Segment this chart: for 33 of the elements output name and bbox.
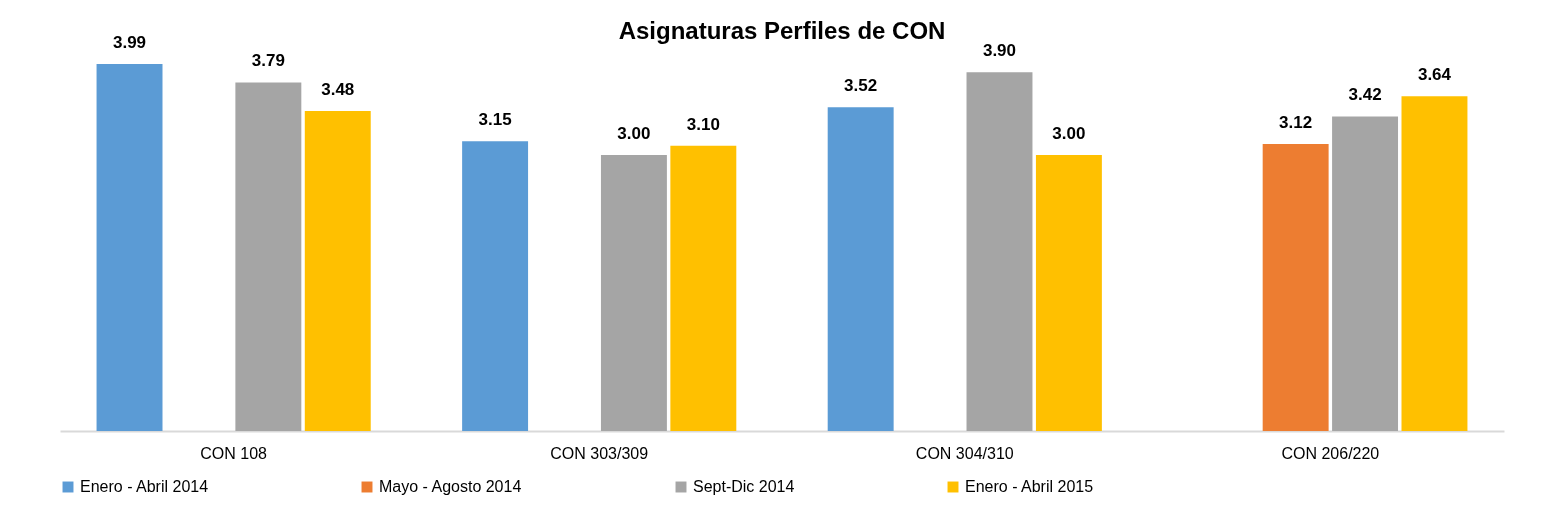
x-tick-label: CON 206/220	[1281, 444, 1380, 462]
x-tick-label: CON 304/310	[915, 444, 1014, 462]
data-label: 3.42	[1348, 85, 1382, 105]
data-label: 3.90	[982, 41, 1017, 61]
bar	[304, 110, 371, 431]
bar	[1401, 96, 1468, 431]
data-label: 3.79	[251, 51, 285, 71]
bar	[1332, 116, 1399, 431]
x-tick-label: CON 108	[200, 444, 268, 462]
bar	[966, 72, 1033, 431]
data-label: 3.99	[112, 33, 147, 52]
legend-label: Enero - Abril 2015	[965, 478, 1094, 495]
data-label: 3.64	[1417, 65, 1452, 85]
bar	[96, 64, 163, 431]
bar	[235, 82, 302, 431]
legend-label: Mayo - Agosto 2014	[379, 478, 522, 495]
data-label: 3.48	[321, 79, 355, 99]
chart-title: Asignaturas Perfiles de CON	[618, 17, 946, 44]
data-label: 3.52	[844, 76, 878, 96]
data-label: 3.12	[1279, 113, 1313, 133]
legend-label: Sept-Dic 2014	[693, 478, 795, 495]
bar	[462, 141, 529, 431]
legend-label: Enero - Abril 2014	[80, 478, 209, 495]
data-label: 3.00	[617, 124, 651, 144]
data-label: 3.15	[478, 110, 512, 130]
data-label: 3.10	[686, 114, 720, 134]
bar	[1262, 144, 1329, 431]
bar	[600, 155, 667, 431]
x-tick-label: CON 303/309	[550, 444, 649, 462]
bar	[827, 107, 894, 431]
bar	[1035, 155, 1102, 431]
data-label: 3.00	[1052, 124, 1086, 144]
bar	[670, 145, 737, 431]
